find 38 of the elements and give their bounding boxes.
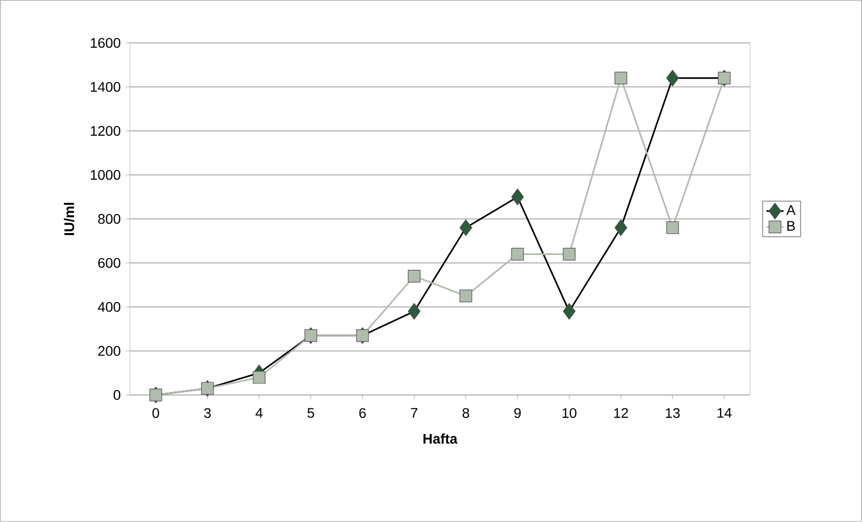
x-tick-label: 13 [666, 408, 680, 418]
x-tick-label: 4 [256, 408, 263, 418]
y-tick-label: 800 [98, 214, 120, 224]
point [511, 188, 524, 206]
y-tick-label: 1000 [90, 170, 120, 180]
legend-label: A [786, 205, 796, 215]
point [614, 72, 628, 84]
point [511, 248, 524, 260]
point [408, 303, 420, 320]
y-tick-label: 1200 [90, 126, 120, 136]
point [408, 270, 420, 282]
y-tick-label: 1600 [90, 38, 120, 48]
y-tick-label: 0 [114, 390, 120, 400]
x-tick-label: 7 [411, 408, 418, 418]
x-tick-label: 10 [562, 408, 576, 418]
point [614, 219, 628, 236]
point [252, 371, 266, 384]
y-tick-label: 600 [98, 258, 120, 268]
point [562, 303, 576, 320]
point [562, 248, 576, 260]
x-tick-label: 3 [204, 408, 211, 418]
point [460, 290, 472, 302]
y-tick-label: 200 [98, 346, 120, 356]
x-tick-label: 14 [718, 408, 732, 418]
x-tick-label: 0 [152, 408, 160, 418]
y-tick-label: 1400 [90, 82, 120, 92]
point [666, 221, 679, 234]
legend-label: B [787, 221, 795, 231]
y-tick-label: 400 [98, 302, 120, 312]
x-tick-label: 5 [308, 408, 314, 418]
y-axis-title: IU/ml [64, 202, 74, 236]
point [666, 70, 679, 86]
x-tick-label: 9 [514, 408, 521, 418]
x-tick-label: 8 [462, 408, 470, 418]
x-axis-title: Hafta [424, 434, 458, 444]
point [460, 219, 472, 236]
x-tick-label: 12 [614, 408, 628, 418]
x-tick-label: 6 [359, 408, 366, 418]
